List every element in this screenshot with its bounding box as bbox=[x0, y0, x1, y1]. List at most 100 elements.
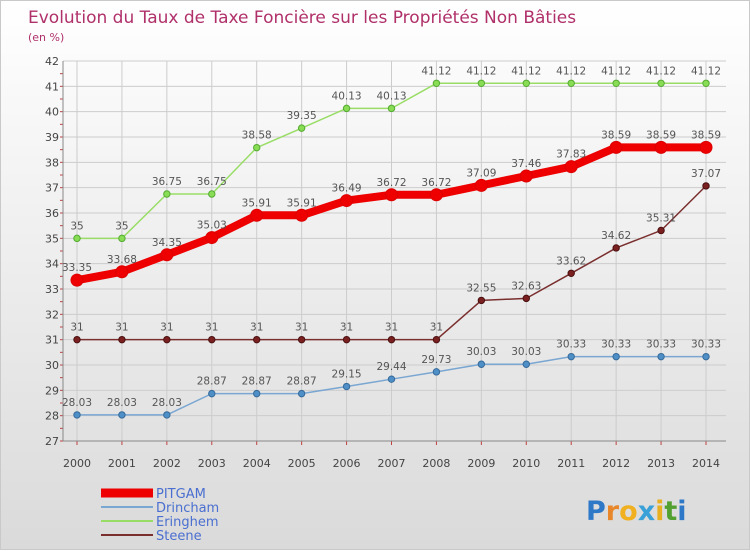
data-label-eringhem: 38.58 bbox=[242, 130, 272, 142]
data-point-drincham bbox=[522, 360, 530, 368]
y-tick-label: 33 bbox=[45, 283, 59, 296]
data-label-drincham: 28.03 bbox=[107, 397, 137, 409]
y-tick-label: 32 bbox=[45, 308, 59, 321]
x-tick-label: 2011 bbox=[557, 457, 585, 470]
x-tick-label: 2004 bbox=[243, 457, 271, 470]
data-label-steene: 31 bbox=[385, 322, 398, 334]
data-point-pitgam bbox=[115, 265, 129, 279]
x-tick-label: 2006 bbox=[333, 457, 361, 470]
data-point-drincham bbox=[387, 375, 396, 383]
data-label-steene: 33.62 bbox=[556, 255, 586, 267]
x-tick-label: 2005 bbox=[288, 457, 316, 470]
series-layer bbox=[70, 79, 713, 419]
data-label-drincham: 28.87 bbox=[242, 376, 272, 388]
chart-subtitle: (en %) bbox=[28, 31, 64, 44]
data-label-drincham: 30.33 bbox=[646, 339, 676, 351]
x-tick-label: 2000 bbox=[63, 457, 91, 470]
logo-char: r bbox=[606, 496, 620, 527]
data-point-eringhem bbox=[118, 234, 126, 243]
data-point-pitgam bbox=[160, 248, 174, 262]
data-label-drincham: 30.03 bbox=[466, 346, 496, 358]
x-tick-label: 2010 bbox=[512, 457, 540, 470]
logo-char: P bbox=[586, 496, 606, 527]
data-label-eringhem: 41.12 bbox=[511, 65, 541, 77]
data-label-pitgam: 35.03 bbox=[197, 220, 227, 232]
data-label-pitgam: 34.35 bbox=[152, 237, 182, 249]
data-label-steene: 31 bbox=[70, 322, 83, 334]
y-tick-label: 34 bbox=[45, 258, 59, 271]
data-label-eringhem: 41.12 bbox=[691, 65, 721, 77]
data-point-drincham bbox=[342, 382, 351, 391]
y-tick-label: 28 bbox=[45, 410, 59, 423]
logo: Proxiti bbox=[586, 496, 687, 527]
data-label-eringhem: 41.12 bbox=[466, 65, 496, 77]
legend-label-steene: Steene bbox=[156, 529, 202, 544]
data-point-eringhem bbox=[208, 190, 216, 198]
data-point-drincham bbox=[567, 352, 575, 361]
x-tick-label: 2009 bbox=[467, 457, 495, 470]
data-point-steene bbox=[477, 296, 486, 305]
y-tick-label: 31 bbox=[45, 334, 59, 347]
data-point-drincham bbox=[297, 389, 306, 398]
data-label-steene: 32.55 bbox=[466, 282, 496, 294]
data-label-steene: 31 bbox=[205, 322, 218, 334]
data-label-drincham: 29.44 bbox=[376, 361, 406, 373]
x-tick-label: 2013 bbox=[647, 457, 675, 470]
logo-char: i bbox=[677, 496, 686, 527]
data-point-drincham bbox=[612, 352, 620, 361]
data-label-steene: 31 bbox=[160, 322, 173, 334]
data-label-drincham: 30.33 bbox=[601, 339, 631, 351]
data-label-pitgam: 36.72 bbox=[376, 177, 406, 189]
data-point-eringhem bbox=[73, 234, 81, 243]
data-label-pitgam: 38.59 bbox=[691, 129, 721, 141]
data-label-eringhem: 35 bbox=[70, 220, 83, 232]
data-label-drincham: 28.87 bbox=[287, 376, 317, 388]
data-label-pitgam: 37.46 bbox=[511, 158, 541, 170]
data-label-pitgam: 37.09 bbox=[466, 167, 496, 179]
data-point-eringhem bbox=[612, 79, 620, 87]
x-tick-label: 2001 bbox=[108, 457, 136, 470]
data-point-pitgam bbox=[519, 169, 533, 183]
data-point-pitgam bbox=[654, 140, 668, 154]
data-label-pitgam: 38.59 bbox=[646, 129, 676, 141]
data-label-drincham: 30.33 bbox=[691, 339, 721, 351]
data-point-pitgam bbox=[699, 140, 713, 154]
data-label-pitgam: 33.68 bbox=[107, 254, 137, 266]
data-label-eringhem: 36.75 bbox=[197, 176, 227, 188]
data-point-steene bbox=[702, 182, 710, 190]
grid bbox=[63, 60, 726, 442]
legend-label-eringhem: Eringhem bbox=[156, 515, 219, 530]
x-tick-label: 2002 bbox=[153, 457, 181, 470]
data-point-drincham bbox=[432, 368, 441, 376]
data-label-drincham: 30.03 bbox=[511, 346, 541, 358]
data-label-drincham: 28.87 bbox=[197, 376, 227, 388]
data-point-eringhem bbox=[253, 143, 261, 152]
data-label-drincham: 28.03 bbox=[152, 397, 182, 409]
data-point-steene bbox=[73, 335, 81, 344]
data-point-eringhem bbox=[297, 124, 306, 132]
data-point-eringhem bbox=[567, 79, 575, 87]
data-point-steene bbox=[297, 335, 306, 344]
data-point-pitgam bbox=[474, 178, 488, 192]
data-label-steene: 37.07 bbox=[691, 168, 721, 180]
data-label-drincham: 30.33 bbox=[556, 339, 586, 351]
data-label-pitgam: 36.72 bbox=[421, 177, 451, 189]
data-point-eringhem bbox=[522, 79, 530, 87]
data-point-drincham bbox=[118, 411, 126, 419]
y-tick-label: 42 bbox=[45, 55, 59, 68]
data-point-steene bbox=[657, 226, 665, 235]
data-label-eringhem: 41.12 bbox=[646, 65, 676, 77]
data-label-eringhem: 40.13 bbox=[376, 90, 406, 102]
logo-char: i bbox=[655, 496, 664, 527]
data-point-pitgam bbox=[385, 188, 398, 202]
data-point-drincham bbox=[657, 352, 665, 361]
data-point-pitgam bbox=[340, 194, 354, 208]
data-point-pitgam bbox=[250, 208, 264, 222]
data-point-steene bbox=[522, 294, 530, 303]
data-point-pitgam bbox=[70, 273, 84, 287]
data-point-eringhem bbox=[387, 104, 396, 113]
data-label-pitgam: 36.49 bbox=[332, 183, 362, 195]
logo-char: x bbox=[638, 496, 655, 527]
y-tick-label: 40 bbox=[45, 106, 59, 119]
